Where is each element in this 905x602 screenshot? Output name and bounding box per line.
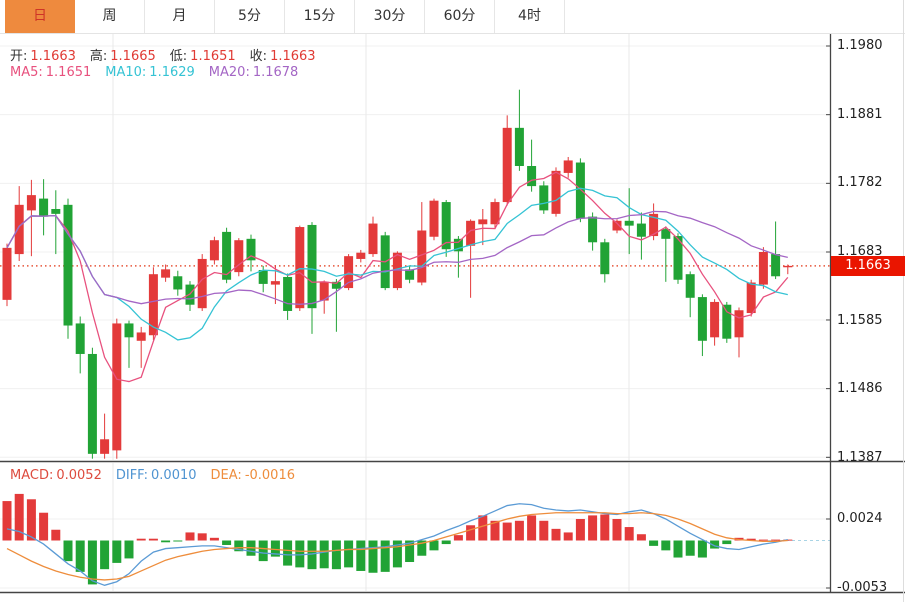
tab-60分[interactable]: 60分	[425, 0, 495, 33]
ma20-value: 1.1678	[252, 65, 299, 80]
tab-日[interactable]: 日	[5, 0, 75, 33]
high-value: 1.1665	[110, 49, 156, 64]
price-tick-label: 1.1980	[837, 38, 883, 53]
ma10-label: MA10:	[105, 65, 147, 80]
diff-value: 0.0010	[151, 468, 197, 483]
macd-tick-label: -0.0053	[837, 579, 888, 595]
macd-value: 0.0052	[56, 468, 102, 483]
macd-label: MACD:	[10, 468, 54, 483]
close-value: 1.1663	[270, 49, 316, 64]
ohlc-legend: 开: 1.1663 高: 1.1665 低: 1.1651 收: 1.1663	[10, 45, 319, 64]
tab-周[interactable]: 周	[75, 0, 145, 33]
price-tick-label: 1.1683	[837, 244, 883, 259]
tab-4时[interactable]: 4时	[495, 0, 565, 33]
open-value: 1.1663	[30, 49, 76, 64]
tab-月[interactable]: 月	[145, 0, 215, 33]
price-tick-label: 1.1387	[837, 450, 883, 465]
tab-15分[interactable]: 15分	[285, 0, 355, 33]
tab-5分[interactable]: 5分	[215, 0, 285, 33]
ma-legend: MA5: 1.1651 MA10: 1.1629 MA20: 1.1678	[10, 65, 301, 80]
price-tick-label: 1.1782	[837, 175, 883, 191]
open-label: 开:	[10, 49, 28, 64]
ma5-value: 1.1651	[45, 65, 92, 80]
ma20-label: MA20:	[208, 65, 250, 80]
timeframe-tab-bar: 日周月 5分 15分 30分 60分 4时	[0, 0, 905, 33]
price-tick-label: 1.1881	[837, 106, 883, 122]
macd-tick-label: 0.0024	[837, 510, 883, 526]
dea-value: -0.0016	[244, 468, 295, 483]
close-label: 收:	[249, 49, 268, 64]
price-tick-label: 1.1486	[837, 381, 883, 397]
diff-label: DIFF:	[115, 468, 149, 483]
dea-label: DEA:	[210, 468, 242, 483]
ma10-value: 1.1629	[149, 65, 195, 80]
price-tick-label: 1.1585	[837, 312, 883, 328]
macd-legend: MACD: 0.0052 DIFF: 0.0010 DEA: -0.0016	[10, 468, 298, 483]
ma5-label: MA5:	[10, 65, 43, 80]
tab-30分[interactable]: 30分	[355, 0, 425, 33]
low-value: 1.1651	[190, 49, 236, 64]
current-price-badge: 1.1663	[831, 255, 905, 276]
high-label: 高:	[89, 49, 108, 64]
low-label: 低:	[169, 49, 188, 64]
